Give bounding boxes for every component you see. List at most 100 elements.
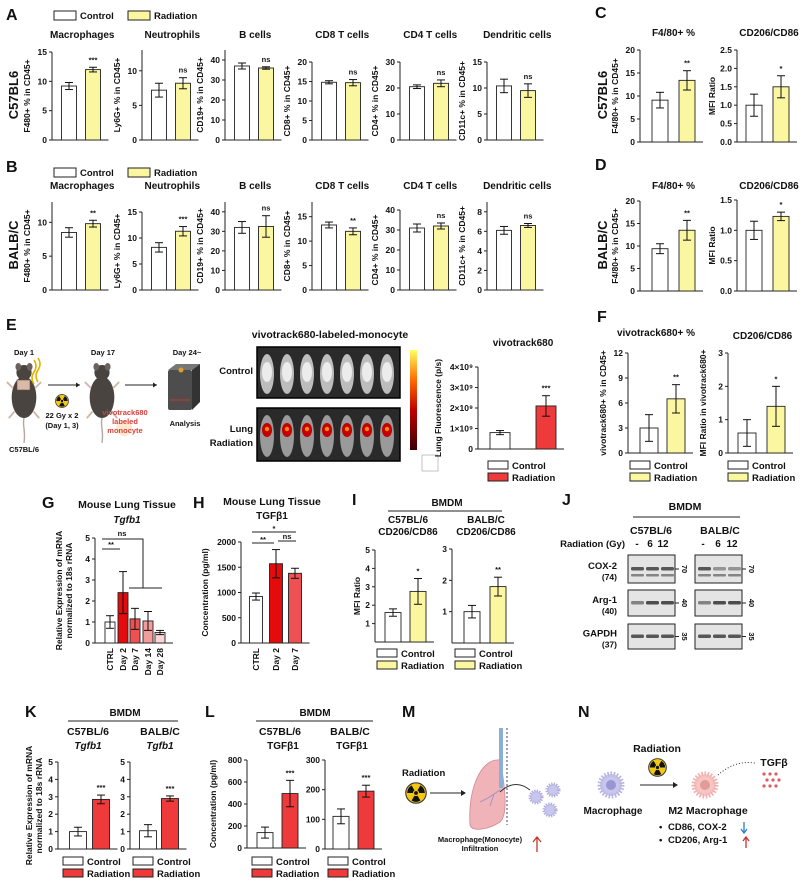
legend-swatch-radiation xyxy=(727,472,749,482)
y-tick-label: 3 xyxy=(718,348,723,358)
bar-radiation xyxy=(433,82,449,141)
k-bmdm: BMDM xyxy=(109,708,140,719)
imaging-title: vivotrack680-labeled-monocyte xyxy=(252,329,409,341)
control-mice-image xyxy=(256,346,401,399)
y-tick-label: 0 xyxy=(85,638,90,648)
day17-label: Day 17 xyxy=(91,348,115,357)
blot-protein-label: GAPDH xyxy=(583,629,617,640)
bar-control xyxy=(234,65,250,141)
y-axis-label: F4/80+ % in CD45+ xyxy=(610,208,620,284)
blot-band xyxy=(646,567,659,571)
radiation-mice-image xyxy=(256,407,401,462)
chart-f1: 0 3 6 9 12 ** vivotrack680+ % vivotrack680+ % i… xyxy=(598,328,695,458)
y-tick-label: 3 xyxy=(120,792,125,802)
i-c57-label: C57BL/6 xyxy=(388,515,428,526)
y-tick-label: 20 xyxy=(211,95,221,105)
chart-g: 0 1 2 3 4 5 CTRL Day 2 Day 7 Day 14 Day 28 Relative… xyxy=(54,529,173,675)
bar-radiation xyxy=(175,82,191,141)
y-tick-label: 0.0 xyxy=(720,286,732,296)
blot-protein-label: Arg-1 xyxy=(592,595,618,606)
k-c57-label: C57BL/6 xyxy=(67,726,109,738)
lung-signal-core xyxy=(304,426,310,432)
l-balb-label: BALB/C xyxy=(330,726,370,738)
y-tick-label: 40 xyxy=(211,55,221,65)
decrease-arrow-icon xyxy=(740,822,748,835)
n-macrophage-label: Macrophage xyxy=(584,806,643,817)
legend-radiation: Radiation xyxy=(352,869,395,880)
significance-label: *** xyxy=(286,768,295,777)
y-tick-label: 30 xyxy=(211,226,221,236)
k-balb-gene: Tgfb1 xyxy=(146,741,174,752)
y-tick-label: 0 xyxy=(48,844,53,854)
y-tick-label: 0 xyxy=(132,135,137,145)
chart-title: CD206/CD86 xyxy=(733,331,793,342)
blot-band xyxy=(698,567,711,571)
y-tick-label: 0 xyxy=(468,444,473,454)
marker-label: 70 xyxy=(747,565,756,573)
x-tick-label: Day 28 xyxy=(155,648,165,676)
significance-label: *** xyxy=(166,784,175,793)
significance-label: *** xyxy=(89,55,98,64)
row-label-balbc-d: BALB/C xyxy=(595,220,610,270)
y-tick-label: 0 xyxy=(42,285,47,295)
j-bmdm: BMDM xyxy=(669,501,702,513)
legend-radiation: Radiation xyxy=(401,661,444,672)
y-axis-label: Lung Fluorescence (p/s) xyxy=(433,359,443,457)
comparison-label: * xyxy=(273,524,276,533)
significance-label: * xyxy=(775,374,778,383)
significance-label: ** xyxy=(495,565,501,574)
bar-control xyxy=(496,85,512,141)
monocyte-glow-icon xyxy=(116,420,132,436)
increase-arrow-icon xyxy=(532,835,542,852)
y-tick-label: 4 xyxy=(120,774,125,784)
bar-day-7 xyxy=(288,572,302,644)
y-tick-label: 400 xyxy=(228,799,242,809)
y-tick-label: 0 xyxy=(390,285,395,295)
legend-control: Control xyxy=(479,649,513,660)
bar-control xyxy=(321,81,337,141)
bar-ctrl xyxy=(249,596,263,644)
y-tick-label: 1 xyxy=(365,619,370,629)
panel-j-western-blot: BMDM C57BL/6 BALB/C Radiation (Gy) -6 12-… xyxy=(560,501,756,650)
y-axis-label: Ly6G+ % in CD45+ xyxy=(112,58,122,133)
y-tick-label: 0 xyxy=(302,285,307,295)
bar-control xyxy=(151,246,167,291)
legend-swatch-control xyxy=(53,10,77,21)
y-tick-label: 1.5 xyxy=(720,82,732,92)
legend-radiation: Radiation xyxy=(154,168,197,179)
y-tick-label: 2.0 xyxy=(720,63,732,73)
legends: ControlRadiationControlRadiationControlR… xyxy=(62,460,795,880)
l-balb-protein: TGFβ1 xyxy=(336,741,368,752)
lung-signal-core xyxy=(284,426,290,432)
y-tick-label: 1 xyxy=(48,827,53,837)
bar-radiation xyxy=(345,230,361,291)
panel-label-m: M xyxy=(402,704,415,721)
panel-label-f: F xyxy=(597,309,607,326)
significance-label: ns xyxy=(437,68,446,77)
y-tick-label: 10 xyxy=(38,76,48,86)
y-tick-label: 1 xyxy=(718,415,723,425)
n-radiation-label: Radiation xyxy=(633,743,681,755)
arrow-head-icon xyxy=(461,790,466,796)
y-tick-label: 10 xyxy=(386,109,396,119)
panel-label-e: E xyxy=(6,317,17,334)
chart-title: CD4 T cells xyxy=(403,181,457,192)
legend-swatch-control xyxy=(251,856,273,866)
y-tick-label: 0 xyxy=(718,448,723,458)
lane-label: 6 xyxy=(647,539,653,550)
comparison-label: ** xyxy=(260,535,266,544)
n-bullet2: CD206, Arg-1 xyxy=(668,835,728,846)
y-tick-label: 20 xyxy=(626,196,636,206)
legend-swatch-radiation xyxy=(127,167,151,178)
m-caption1: Macrophage(Monocyte) xyxy=(438,835,523,844)
mouse-signal xyxy=(282,362,292,382)
significance-label: ns xyxy=(437,211,446,220)
legend-radiation: Radiation xyxy=(157,869,200,880)
bar-control xyxy=(234,226,250,291)
y-axis-label: CD19+ % in CD45+ xyxy=(195,208,205,284)
y-tick-label: 15 xyxy=(38,47,48,57)
y-tick-label: 10 xyxy=(298,236,308,246)
y-tick-label: 10 xyxy=(386,265,396,275)
bar-control xyxy=(651,248,669,292)
significance-label: * xyxy=(417,567,420,576)
